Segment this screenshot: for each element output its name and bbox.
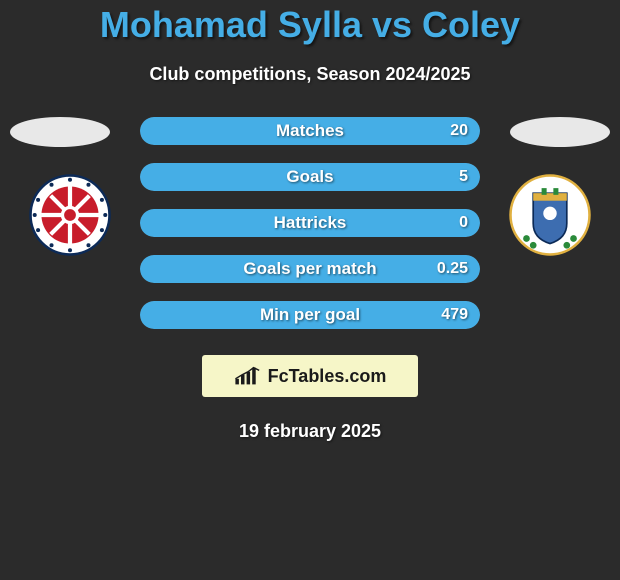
stat-row: Min per goal 479: [140, 301, 480, 329]
stat-value-right: 0: [459, 214, 468, 232]
subtitle: Club competitions, Season 2024/2025: [0, 64, 620, 85]
shield-icon: [28, 173, 112, 257]
avatar-right: [510, 117, 610, 147]
stat-row: Goals per match 0.25: [140, 255, 480, 283]
stat-row: Hattricks 0: [140, 209, 480, 237]
comparison-content: Matches 20 Goals 5 Hattricks 0 Goals per…: [0, 117, 620, 442]
stat-value-right: 479: [441, 306, 468, 324]
stats-list: Matches 20 Goals 5 Hattricks 0 Goals per…: [140, 117, 480, 329]
stat-label: Goals per match: [243, 259, 376, 279]
page-title: Mohamad Sylla vs Coley: [0, 0, 620, 46]
chart-bars-icon: [234, 366, 262, 386]
stat-label: Hattricks: [274, 213, 347, 233]
brand-badge: FcTables.com: [202, 355, 418, 397]
stat-value-right: 5: [459, 168, 468, 186]
avatar-left: [10, 117, 110, 147]
stat-label: Min per goal: [260, 305, 360, 325]
stat-row: Matches 20: [140, 117, 480, 145]
stat-value-right: 20: [450, 122, 468, 140]
title-player-right: Coley: [422, 4, 520, 45]
club-badge-right: [508, 173, 592, 257]
title-player-left: Mohamad Sylla: [100, 4, 362, 45]
brand-text: FcTables.com: [268, 366, 387, 387]
title-vs: vs: [362, 4, 422, 45]
stat-row: Goals 5: [140, 163, 480, 191]
stat-label: Matches: [276, 121, 344, 141]
page: Mohamad Sylla vs Coley Club competitions…: [0, 0, 620, 580]
shield-icon: [508, 173, 592, 257]
club-badge-left: [28, 173, 112, 257]
stat-label: Goals: [286, 167, 333, 187]
footer-date: 19 february 2025: [0, 421, 620, 442]
stat-value-right: 0.25: [437, 260, 468, 278]
